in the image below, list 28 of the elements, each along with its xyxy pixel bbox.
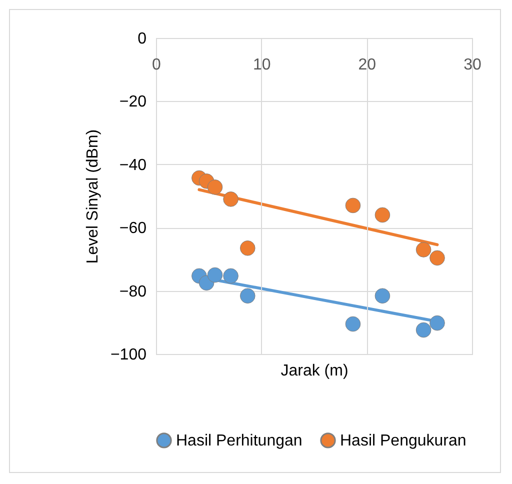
y-tick-label: −60 [119, 220, 147, 238]
point [345, 198, 361, 214]
point [207, 180, 223, 195]
y-axis-title: Level Sinyal (dBm) [84, 129, 102, 264]
legend-label: Hasil Perhitungan [176, 432, 302, 450]
y-tick-label: −20 [119, 94, 147, 111]
x-tick-label: 30 [464, 56, 482, 74]
y-tick-label: −80 [119, 283, 147, 300]
point [374, 288, 390, 304]
x-tick-label: 10 [252, 56, 271, 74]
point [240, 240, 256, 256]
point [223, 192, 238, 207]
x-axis-title: Jarak (m) [280, 362, 348, 380]
y-tick-label: −40 [119, 156, 147, 174]
point [374, 207, 390, 223]
point [223, 268, 238, 284]
y-tick-label: 0 [138, 30, 147, 48]
y-tick-label: −100 [110, 346, 147, 364]
legend-label: Hasil Pengukuran [340, 432, 466, 450]
point [345, 316, 361, 332]
x-tick-label: 0 [152, 56, 162, 74]
point [240, 288, 256, 304]
point [416, 322, 432, 338]
point [416, 242, 432, 258]
point [430, 250, 445, 266]
x-tick-label: 20 [358, 56, 376, 74]
point [430, 315, 445, 331]
point [207, 267, 223, 283]
